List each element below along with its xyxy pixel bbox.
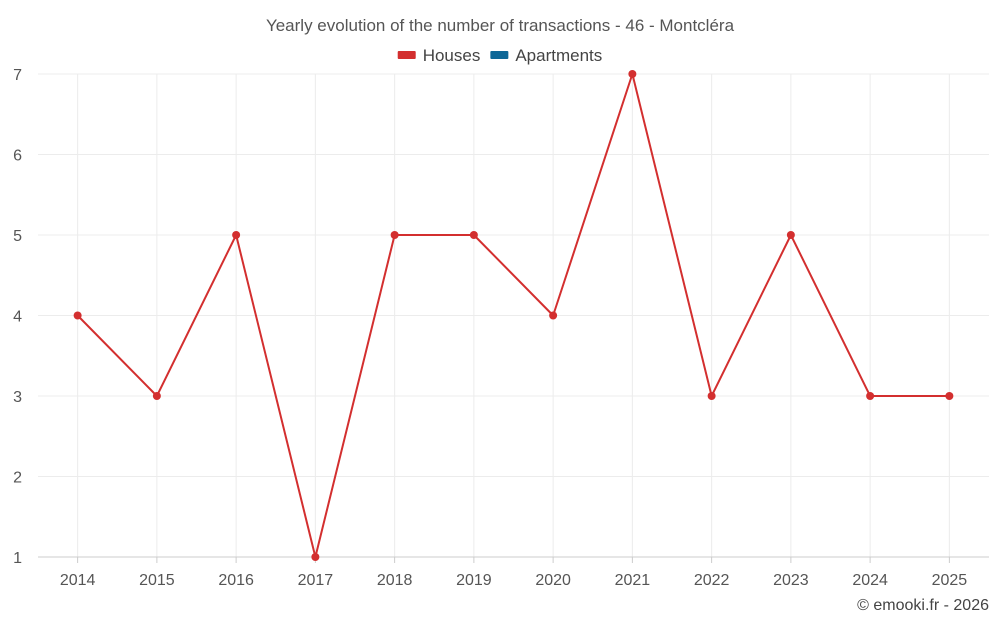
y-tick-label: 3 [13, 389, 22, 406]
data-point-houses-2024[interactable] [866, 392, 875, 400]
data-point-houses-2016[interactable] [232, 231, 241, 239]
legend-label-apartments: Apartments [515, 46, 602, 65]
x-tick-label: 2025 [932, 572, 968, 589]
data-point-houses-2018[interactable] [390, 231, 399, 239]
legend-label-houses: Houses [423, 46, 481, 65]
x-tick-label: 2015 [139, 572, 175, 589]
y-tick-label: 2 [13, 470, 22, 487]
y-tick-label: 1 [13, 550, 22, 567]
legend[interactable]: Houses Apartments [397, 46, 603, 65]
x-tick-label: 2018 [377, 572, 413, 589]
data-point-houses-2021[interactable] [628, 70, 637, 78]
x-tick-label: 2022 [694, 572, 730, 589]
legend-swatch-houses[interactable] [397, 51, 416, 59]
x-tick-label: 2014 [60, 572, 96, 589]
data-point-houses-2017[interactable] [311, 553, 320, 561]
x-tick-label: 2016 [218, 572, 254, 589]
y-tick-label: 5 [13, 228, 22, 245]
x-tick-label: 2024 [852, 572, 888, 589]
chart-title: Yearly evolution of the number of transa… [266, 16, 735, 35]
data-point-houses-2015[interactable] [152, 392, 161, 400]
x-tick-label: 2020 [535, 572, 571, 589]
x-tick-label: 2023 [773, 572, 809, 589]
data-point-houses-2020[interactable] [549, 311, 558, 320]
x-tick-label: 2017 [298, 572, 334, 589]
data-point-houses-2022[interactable] [707, 392, 716, 400]
x-tick-label: 2021 [615, 572, 651, 589]
data-point-houses-2019[interactable] [469, 231, 478, 239]
credit-text: © emooki.fr - 2026 [857, 597, 989, 614]
legend-swatch-apartments[interactable] [490, 51, 509, 59]
data-point-houses-2023[interactable] [786, 231, 795, 239]
y-tick-label: 7 [13, 67, 22, 84]
series-layer [73, 70, 954, 561]
data-point-houses-2014[interactable] [73, 311, 82, 320]
y-tick-label: 6 [13, 148, 22, 165]
series-line-houses [76, 73, 950, 558]
x-tick-label: 2019 [456, 572, 492, 589]
grid [38, 73, 989, 558]
data-point-houses-2025[interactable] [945, 392, 954, 400]
y-tick-label: 4 [13, 309, 22, 326]
axes: 1 2 3 4 5 6 7 2014 2015 2016 2017 2018 2019 2020 2021 2… [13, 67, 989, 589]
